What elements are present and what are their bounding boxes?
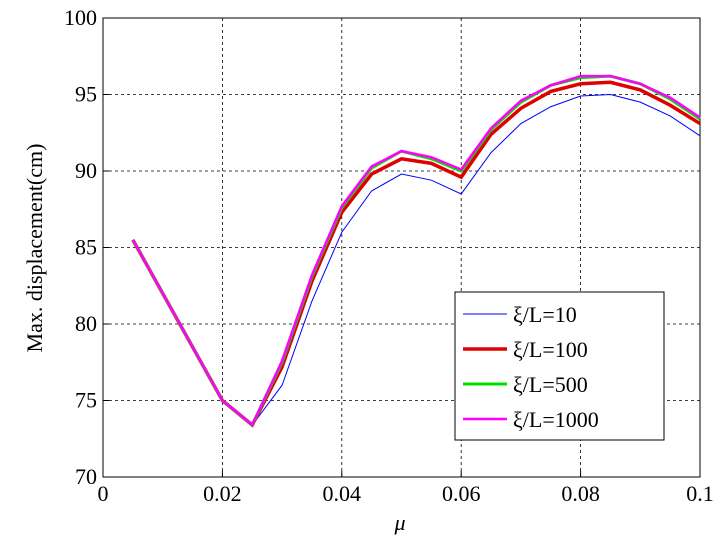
x-axis-label: μ xyxy=(393,510,405,535)
line-series xyxy=(131,80,701,428)
y-tick-label: 80 xyxy=(75,311,97,336)
line-series xyxy=(132,93,701,426)
legend-label: ξ/L=1000 xyxy=(513,407,599,432)
legend-label: ξ/L=10 xyxy=(513,302,577,327)
x-tick-label: 0.1 xyxy=(686,481,714,506)
x-tick-label: 0.04 xyxy=(323,481,362,506)
x-tick-label: 0.02 xyxy=(203,481,242,506)
y-axis-label: Max. displacement(cm) xyxy=(22,144,47,353)
line-series xyxy=(131,74,701,427)
y-tick-label: 75 xyxy=(75,388,97,413)
x-tick-label: 0.06 xyxy=(442,481,481,506)
legend-label: ξ/L=100 xyxy=(513,337,588,362)
legend-box xyxy=(454,291,665,441)
y-tick-label: 70 xyxy=(75,464,97,489)
legend-label: ξ/L=500 xyxy=(513,372,588,397)
x-tick-label: 0.08 xyxy=(561,481,600,506)
y-tick-label: 100 xyxy=(64,5,97,30)
y-tick-label: 95 xyxy=(75,82,97,107)
y-tick-label: 90 xyxy=(75,158,97,183)
x-tick-label: 0 xyxy=(98,481,109,506)
y-tick-label: 85 xyxy=(75,235,97,260)
plot-frame xyxy=(102,17,701,478)
